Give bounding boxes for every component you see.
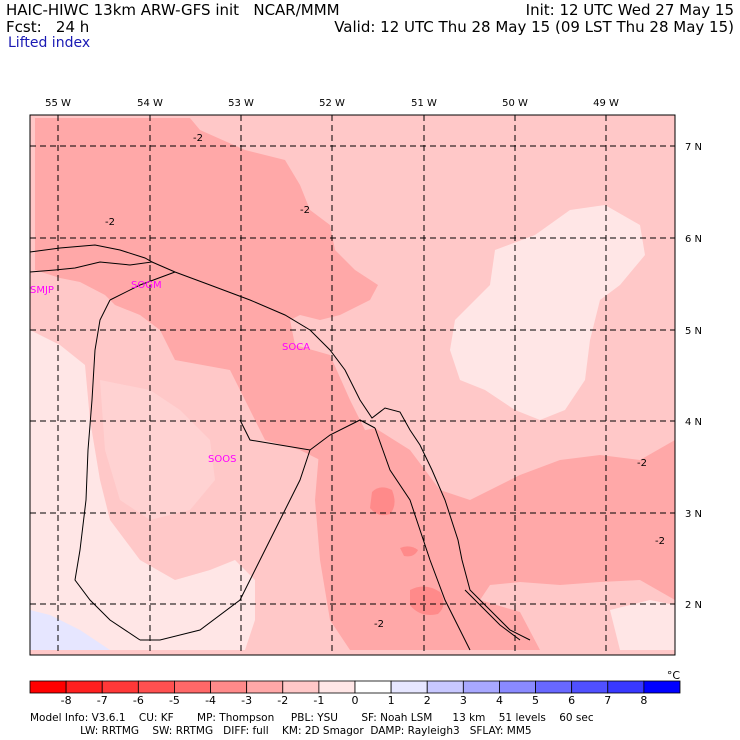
contour-label-1: -2 [193,133,203,144]
graticule [30,115,675,655]
colorbar-swatch [607,680,645,694]
lat-label-7n: 7 N [685,142,702,153]
colorbar-swatch [643,680,681,694]
colorbar-tick-label: 7 [604,694,611,707]
field-light-east [450,205,645,420]
field-spot-2 [410,586,444,615]
colorbar-swatch [499,680,536,694]
border-oyapock [374,427,471,651]
field-light-se [610,600,675,650]
field-band-northwest [35,118,378,470]
lat-label-3n: 3 N [685,509,702,520]
colorbar-swatch [426,680,464,694]
colorbar-tick-label: -8 [61,694,72,707]
field-light-southwest [30,330,255,650]
colorbar-tick-label: 0 [352,694,359,707]
longitude-labels: 55 W 54 W 53 W 52 W 51 W 50 W 49 W [45,98,619,109]
coast-main [151,261,531,641]
contour-label-3: -2 [105,217,115,228]
colorbar-swatch [101,680,139,694]
colorbar-swatch [137,680,175,694]
colorbar-tick-label: 5 [532,694,539,707]
field-spot-1 [370,487,395,516]
lon-label-52w: 52 W [319,98,345,109]
lon-label-53w: 53 W [228,98,254,109]
colorbar-tick-label: -5 [169,694,180,707]
latitude-labels: 7 N 6 N 5 N 4 N 3 N 2 N [685,142,702,611]
colorbar-tick-label: -7 [97,694,108,707]
lat-label-2n: 2 N [685,600,702,611]
colorbar-tick-label: -1 [313,694,324,707]
colorbar-swatch [535,680,573,694]
model-title: HAIC-HIWC 13km ARW-GFS init NCAR/MMM [6,1,340,19]
filled-contours [30,115,675,655]
colorbar-swatch [462,680,500,694]
colorbar-tick-label: -6 [133,694,144,707]
colorbar-unit: °C [667,669,681,682]
colorbar-swatch [354,680,392,694]
colorbar-swatch [246,680,284,694]
colorbar-tick-label: 3 [460,694,467,707]
colorbar-swatch [318,680,356,694]
colorbar-tick-label: 2 [424,694,431,707]
lat-label-4n: 4 N [685,417,702,428]
border-north-1 [109,271,176,301]
colorbar-tick-label: 8 [640,694,647,707]
lat-label-6n: 6 N [685,234,702,245]
footer-physics-info: LW: RRTMG SW: RRTMG DIFF: full KM: 2D Sm… [30,725,532,737]
coastlines [30,244,531,651]
station-sogm: SOGM [131,280,162,291]
contour-label-2: -2 [300,205,310,216]
colorbar-tick-label: 1 [388,694,395,707]
lon-label-55w: 55 W [45,98,71,109]
station-soos: SOOS [208,454,236,465]
colorbar-swatch [29,680,67,694]
colorbar-swatch [210,680,248,694]
plot-frame [29,114,676,656]
station-soca: SOCA [282,342,310,353]
field-spot-3 [400,546,418,557]
contour-label-4: -2 [637,458,647,469]
contour-label-6: -2 [374,619,384,630]
coast-amapa [464,589,521,641]
station-labels: SMJP SOGM SOCA SOOS [30,280,310,465]
lon-label-49w: 49 W [593,98,619,109]
field-name: Lifted index [8,35,91,51]
footer-model-info: Model Info: V3.6.1 CU: KF MP: Thompson P… [30,712,594,724]
colorbar-tick-label: 4 [496,694,503,707]
field-blue-corner [30,610,110,650]
colorbar-swatch [571,680,609,694]
colorbar: -8 -7 -6 -5 -4 -3 -2 -1 0 1 2 3 4 5 6 7 8 °C [29,669,681,707]
colorbar-tick-label: 6 [568,694,575,707]
lon-label-51w: 51 W [411,98,437,109]
init-time: Init: 12 UTC Wed 27 May 15 [525,1,734,19]
lon-label-54w: 54 W [137,98,163,109]
colorbar-tick-label: -2 [277,694,288,707]
lat-label-5n: 5 N [685,326,702,337]
valid-time: Valid: 12 UTC Thu 28 May 15 (09 LST Thu … [334,18,734,36]
border-south [140,449,311,641]
lon-label-50w: 50 W [502,98,528,109]
contour-labels: -2 -2 -2 -2 -2 -2 [105,133,665,630]
colorbar-tick-label: -4 [205,694,216,707]
colorbar-swatch [390,680,428,694]
colorbar-tick-label: -3 [241,694,252,707]
colorbar-swatch [65,680,103,694]
colorbar-swatch [282,680,320,694]
field-band-southeast [315,428,675,650]
border-guyana-suriname [74,299,141,641]
station-smjp: SMJP [30,285,54,296]
colorbar-swatch [174,680,211,694]
field-interior [100,380,215,520]
contour-label-5: -2 [655,536,665,547]
forecast-hour: Fcst: 24 h [6,18,90,36]
